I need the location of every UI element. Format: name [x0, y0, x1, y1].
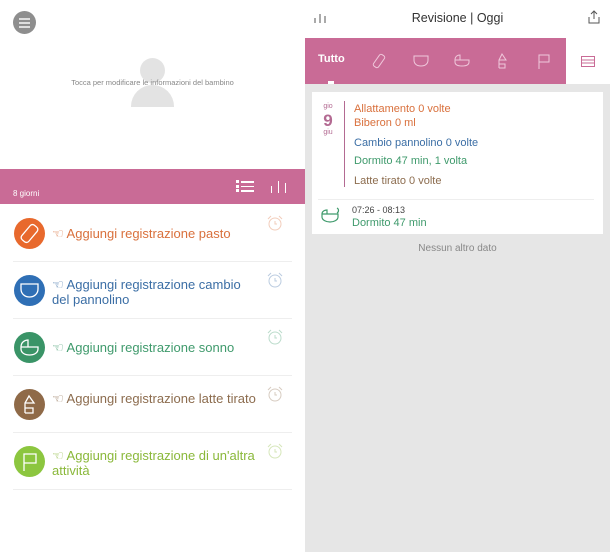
summary-line: Biberon 0 ml [354, 117, 416, 129]
page-title: Revisione | Oggi [411, 11, 504, 25]
bottle-icon [14, 218, 45, 249]
tab-diaper-icon[interactable] [412, 52, 430, 70]
filter-tabs: Tutto [305, 38, 566, 84]
add-record-label: ☜ Aggiungi registrazione pasto [52, 226, 231, 241]
add-record-row[interactable]: ☜ Aggiungi registrazione pasto [13, 205, 292, 262]
alarm-clock-icon[interactable] [266, 271, 284, 289]
summary-line: Allattamento 0 volte [354, 103, 451, 115]
divider [344, 101, 345, 187]
tab-indicator [328, 81, 334, 84]
tab-pump-icon[interactable] [493, 52, 511, 70]
days-label: 8 giorni [13, 189, 40, 198]
summary-line: Cambio pannolino 0 volte [354, 137, 479, 149]
crib-icon [14, 332, 45, 363]
add-record-row[interactable]: ☜ Aggiungi registrazione di un'altra att… [13, 433, 292, 490]
add-record-label: ☜ Aggiungi registrazione latte tirato [52, 391, 256, 406]
day-number: 9 [323, 111, 333, 130]
list-menu-icon[interactable] [581, 56, 595, 67]
month: giu [323, 129, 333, 136]
add-record-row[interactable]: ☜ Aggiungi registrazione cambio del pann… [13, 262, 292, 319]
profile-hint: Tocca per modificare le informazioni del… [71, 78, 234, 87]
left-panel: Tocca per modificare le informazioni del… [0, 11, 305, 490]
divider [318, 199, 594, 200]
add-record-row[interactable]: ☜ Aggiungi registrazione sonno [13, 319, 292, 376]
sleep-event-icon [321, 207, 340, 223]
event-label: Dormito 47 min [352, 217, 427, 229]
alarm-clock-icon[interactable] [266, 385, 284, 403]
tab-flag-icon[interactable] [535, 52, 553, 70]
right-panel: Revisione | Oggi Tutto gio 9 giu Allatta… [305, 0, 610, 552]
alarm-clock-icon[interactable] [266, 214, 284, 232]
header: Revisione | Oggi [305, 0, 610, 38]
summary-line: Latte tirato 0 volte [354, 175, 442, 187]
menu-button[interactable] [13, 11, 36, 34]
diaper-icon [14, 275, 45, 306]
no-more-data: Nessun altro dato [418, 243, 497, 254]
weekday: gio [323, 103, 333, 110]
tab-bottle-icon[interactable] [370, 52, 388, 70]
alarm-clock-icon[interactable] [266, 442, 284, 460]
summary-line: Dormito 47 min, 1 volta [354, 155, 468, 167]
day-summary-card[interactable]: gio 9 giu Allattamento 0 volte Biberon 0 … [312, 92, 603, 234]
tab-all[interactable]: Tutto [318, 53, 345, 65]
tabs-menu[interactable] [566, 38, 610, 84]
chart-icon[interactable] [314, 13, 328, 23]
add-record-label: ☜ Aggiungi registrazione cambio del pann… [52, 277, 241, 307]
add-record-row[interactable]: ☜ Aggiungi registrazione latte tirato [13, 376, 292, 433]
summary-bar: 8 giorni [0, 169, 305, 204]
chart-view-icon[interactable] [271, 180, 287, 193]
add-record-label: ☜ Aggiungi registrazione sonno [52, 340, 235, 355]
breast-pump-icon [14, 389, 45, 420]
add-record-label: ☜ Aggiungi registrazione di un'altra att… [52, 448, 255, 478]
event-time: 07:26 - 08:13 [352, 205, 406, 215]
avatar-icon [131, 58, 174, 110]
tab-sleep-icon[interactable] [453, 52, 471, 70]
list-view-icon[interactable] [236, 180, 254, 192]
alarm-clock-icon[interactable] [266, 328, 284, 346]
flag-icon [14, 446, 45, 477]
share-icon[interactable] [588, 10, 600, 24]
